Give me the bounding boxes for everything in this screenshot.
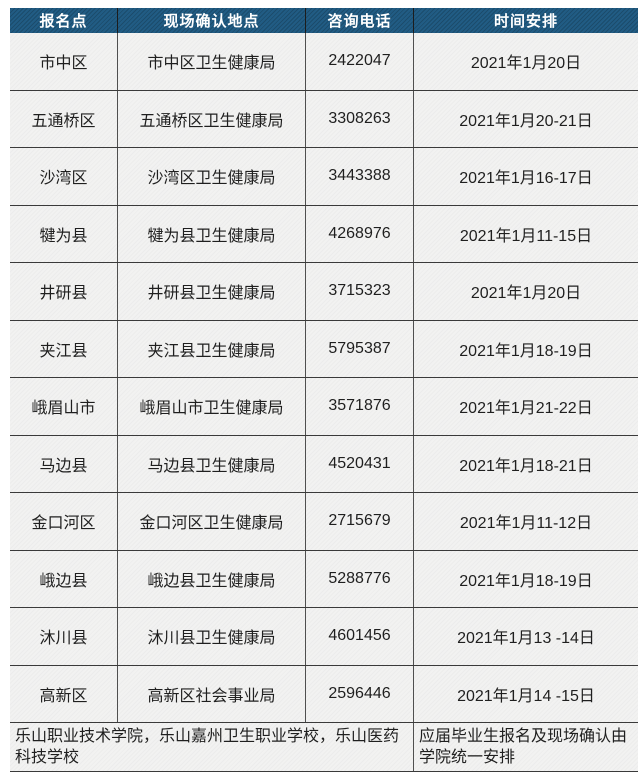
- footer-cell-note: 应届毕业生报名及现场确认由学院统一安排: [413, 723, 638, 771]
- table-row: 峨边县 峨边县卫生健康局 5288776 2021年1月18-19日: [10, 550, 638, 608]
- cell-location: 马边县卫生健康局: [117, 435, 305, 492]
- cell-site: 市中区: [39, 55, 88, 73]
- table-row: 峨眉山市 峨眉山市卫生健康局 3571876 2021年1月21-22日: [10, 378, 638, 436]
- table-body: 市中区 市中区卫生健康局 2422047 2021年1月20日 五通桥区 五通桥…: [10, 33, 638, 723]
- footer-cell-schools: 乐山职业技术学院，乐山嘉州卫生职业学校，乐山医药科技学校: [15, 728, 400, 766]
- cell-site: 峨边县: [39, 572, 88, 590]
- cell-site: 夹江县: [39, 342, 88, 360]
- cell-location: 犍为县卫生健康局: [117, 205, 305, 262]
- cell-location: 峨眉山市卫生健康局: [117, 378, 305, 435]
- cell-location: 高新区社会事业局: [117, 665, 305, 722]
- cell-schedule: 2021年1月18-21日: [413, 435, 638, 492]
- cell-phone: 4268976: [305, 205, 413, 262]
- cell-phone: 3443388: [305, 148, 413, 205]
- cell-location: 峨边县卫生健康局: [117, 550, 305, 607]
- cell-schedule: 2021年1月11-15日: [413, 205, 638, 262]
- cell-location: 市中区卫生健康局: [117, 33, 305, 90]
- cell-phone: 5288776: [305, 550, 413, 607]
- cell-site: 金口河区: [31, 515, 96, 533]
- cell-location: 五通桥区卫生健康局: [117, 90, 305, 147]
- cell-schedule: 2021年1月14 -15日: [413, 665, 638, 722]
- table-row: 沐川县 沐川县卫生健康局 4601456 2021年1月13 -14日: [10, 608, 638, 666]
- header-cell-schedule: 时间安排: [413, 8, 638, 33]
- cell-site: 沙湾区: [39, 170, 88, 188]
- cell-phone: 2422047: [305, 33, 413, 90]
- cell-site: 井研县: [39, 285, 88, 303]
- cell-site: 沐川县: [39, 630, 88, 648]
- table-row: 井研县 井研县卫生健康局 3715323 2021年1月20日: [10, 263, 638, 321]
- cell-site: 马边县: [39, 457, 88, 475]
- cell-schedule: 2021年1月20日: [413, 263, 638, 320]
- cell-schedule: 2021年1月16-17日: [413, 148, 638, 205]
- cell-location: 沐川县卫生健康局: [117, 608, 305, 665]
- cell-phone: 2715679: [305, 493, 413, 550]
- cell-phone: 3308263: [305, 90, 413, 147]
- table-footer-row: 乐山职业技术学院，乐山嘉州卫生职业学校，乐山医药科技学校 应届毕业生报名及现场确…: [10, 723, 638, 772]
- table-row: 犍为县 犍为县卫生健康局 4268976 2021年1月11-15日: [10, 205, 638, 263]
- cell-phone: 3571876: [305, 378, 413, 435]
- table-row: 高新区 高新区社会事业局 2596446 2021年1月14 -15日: [10, 665, 638, 723]
- table-row: 夹江县 夹江县卫生健康局 5795387 2021年1月18-19日: [10, 320, 638, 378]
- cell-site: 高新区: [39, 687, 88, 705]
- cell-location: 沙湾区卫生健康局: [117, 148, 305, 205]
- cell-site: 峨眉山市: [31, 400, 96, 418]
- table-row: 五通桥区 五通桥区卫生健康局 3308263 2021年1月20-21日: [10, 90, 638, 148]
- cell-schedule: 2021年1月18-19日: [413, 320, 638, 377]
- header-cell-site: 报名点: [39, 13, 88, 30]
- header-cell-phone: 咨询电话: [305, 8, 413, 33]
- cell-schedule: 2021年1月11-12日: [413, 493, 638, 550]
- cell-schedule: 2021年1月20日: [413, 33, 638, 90]
- cell-schedule: 2021年1月20-21日: [413, 90, 638, 147]
- registration-confirmation-table: 报名点 现场确认地点 咨询电话 时间安排 市中区 市中区卫生健康局 242204…: [10, 8, 638, 772]
- table-row: 马边县 马边县卫生健康局 4520431 2021年1月18-21日: [10, 435, 638, 493]
- cell-phone: 5795387: [305, 320, 413, 377]
- cell-schedule: 2021年1月13 -14日: [413, 608, 638, 665]
- cell-schedule: 2021年1月21-22日: [413, 378, 638, 435]
- header-cell-location: 现场确认地点: [117, 8, 305, 33]
- cell-site: 犍为县: [39, 227, 88, 245]
- cell-site: 五通桥区: [31, 112, 96, 130]
- cell-location: 夹江县卫生健康局: [117, 320, 305, 377]
- table-row: 沙湾区 沙湾区卫生健康局 3443388 2021年1月16-17日: [10, 148, 638, 206]
- table-row: 市中区 市中区卫生健康局 2422047 2021年1月20日: [10, 33, 638, 91]
- cell-phone: 2596446: [305, 665, 413, 722]
- cell-schedule: 2021年1月18-19日: [413, 550, 638, 607]
- cell-phone: 3715323: [305, 263, 413, 320]
- table-row: 金口河区 金口河区卫生健康局 2715679 2021年1月11-12日: [10, 493, 638, 551]
- cell-phone: 4601456: [305, 608, 413, 665]
- cell-phone: 4520431: [305, 435, 413, 492]
- table-header-row: 报名点 现场确认地点 咨询电话 时间安排: [10, 8, 638, 33]
- cell-location: 井研县卫生健康局: [117, 263, 305, 320]
- cell-location: 金口河区卫生健康局: [117, 493, 305, 550]
